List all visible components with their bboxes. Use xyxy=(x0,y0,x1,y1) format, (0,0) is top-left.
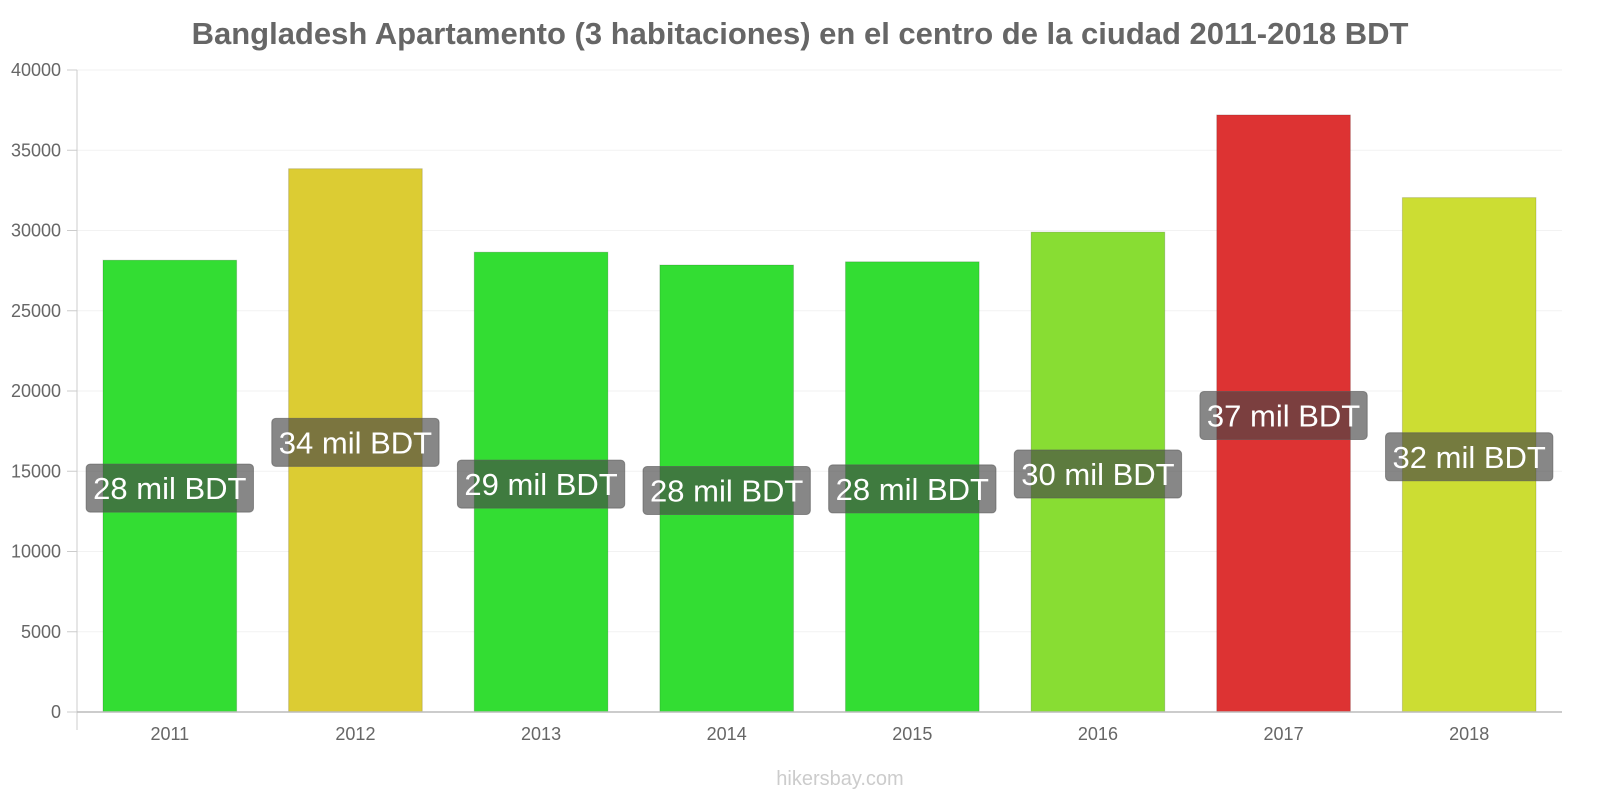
data-label-box xyxy=(456,459,626,509)
data-label: 34 mil BDT xyxy=(271,417,440,467)
x-tick-label: 2016 xyxy=(1078,724,1118,744)
data-label-text: 32 mil BDT xyxy=(1393,440,1546,475)
data-label-box xyxy=(1199,390,1368,440)
data-label-text: 28 mil BDT xyxy=(93,471,246,506)
data-label: 37 mil BDT xyxy=(1199,390,1368,440)
watermark-text: hikersbay.com xyxy=(776,768,904,790)
y-tick-label: 5000 xyxy=(21,622,61,642)
data-label: 28 mil BDT xyxy=(85,463,254,513)
data-label-text: 37 mil BDT xyxy=(1207,398,1360,433)
data-label-box xyxy=(828,464,997,514)
y-tick-label: 20000 xyxy=(11,381,61,401)
data-label-text: 28 mil BDT xyxy=(836,472,989,507)
x-tick-label: 2014 xyxy=(707,724,747,744)
data-label: 29 mil BDT xyxy=(456,459,626,509)
y-tick-label: 30000 xyxy=(11,221,61,241)
x-axis-tick-labels: 2011 2012 2013 2014 2015 2016 2017 2018 xyxy=(150,724,1489,744)
data-label-box xyxy=(1385,432,1554,482)
x-tick-label: 2011 xyxy=(150,724,189,744)
data-label: 28 mil BDT xyxy=(828,464,997,514)
y-tick-label: 0 xyxy=(51,702,61,722)
data-label: 30 mil BDT xyxy=(1013,449,1183,499)
data-label-box xyxy=(642,466,811,516)
data-label-text: 29 mil BDT xyxy=(464,467,617,502)
data-label-box xyxy=(1013,449,1183,499)
data-label-text: 30 mil BDT xyxy=(1021,457,1174,492)
data-label-box xyxy=(85,463,254,513)
y-tick-label: 10000 xyxy=(11,542,61,562)
chart-title: Bangladesh Apartamento (3 habitaciones) … xyxy=(191,16,1409,51)
data-label: 28 mil BDT xyxy=(642,466,811,516)
data-labels: 28 mil BDT 34 mil BDT 29 mil BDT 28 mil BDT… xyxy=(85,390,1554,516)
y-tick-label: 15000 xyxy=(11,461,61,481)
x-tick-label: 2012 xyxy=(335,724,375,744)
y-tick-label: 35000 xyxy=(11,140,61,160)
y-axis-tick-labels: 0 5000 10000 15000 20000 25000 30000 35000 40000 xyxy=(11,60,77,722)
x-tick-label: 2018 xyxy=(1449,724,1489,744)
x-tick-label: 2015 xyxy=(892,724,932,744)
y-tick-label: 25000 xyxy=(11,301,61,321)
x-tick-label: 2013 xyxy=(521,724,561,744)
x-tick-label: 2017 xyxy=(1264,724,1304,744)
data-label-text: 28 mil BDT xyxy=(650,474,803,509)
data-label-text: 34 mil BDT xyxy=(279,425,432,460)
y-tick-label: 40000 xyxy=(11,60,61,80)
data-label-box xyxy=(271,417,440,467)
axes xyxy=(76,70,1562,730)
data-label: 32 mil BDT xyxy=(1385,432,1554,482)
